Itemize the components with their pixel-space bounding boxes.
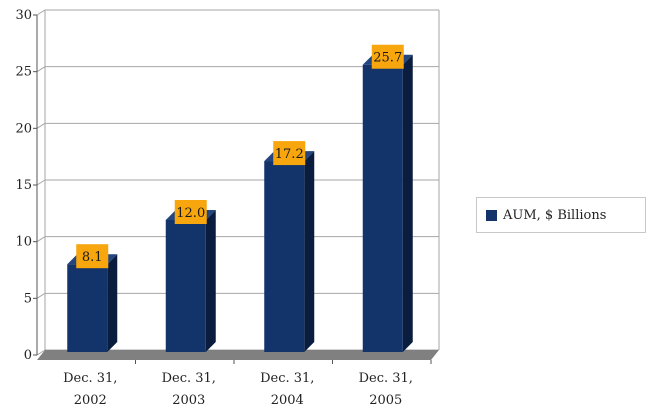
- y-tick-label: 25: [15, 65, 32, 80]
- x-tick-label: 2005: [369, 393, 402, 408]
- grid-connector: [36, 9, 46, 16]
- y-tick-label: 20: [15, 121, 32, 136]
- x-tick-label: 2004: [271, 393, 304, 408]
- x-tick-label: Dec. 31,: [260, 371, 314, 386]
- bar: [362, 64, 403, 352]
- x-tick-label: 2002: [74, 393, 107, 408]
- data-label-box: [273, 141, 306, 166]
- grid-connector: [36, 66, 46, 73]
- data-label: 25.7: [373, 51, 402, 66]
- bar-side: [107, 254, 118, 352]
- y-tick-label: 5: [24, 291, 32, 306]
- data-label: 8.1: [82, 250, 103, 265]
- x-tick-label: 2003: [172, 393, 205, 408]
- bar-side: [304, 151, 315, 352]
- y-tick-label: 0: [24, 348, 32, 363]
- legend-swatch: [486, 209, 497, 221]
- grid-connector: [36, 122, 46, 129]
- legend-label: AUM, $ Billions: [503, 207, 607, 223]
- data-label: 12.0: [176, 206, 205, 221]
- data-label: 17.2: [275, 147, 304, 162]
- chart-floor: [37, 350, 439, 360]
- y-tick-label: 30: [15, 8, 32, 23]
- bar: [264, 161, 305, 352]
- data-label-box: [174, 200, 207, 224]
- x-tick-label: Dec. 31,: [162, 371, 216, 386]
- x-tick-label: Dec. 31,: [359, 371, 413, 386]
- data-label-box: [76, 244, 109, 269]
- bar-side: [402, 54, 413, 352]
- bar-side: [205, 210, 216, 352]
- data-label-box: [371, 44, 404, 69]
- grid-connector: [36, 349, 46, 356]
- grid-connector: [36, 236, 46, 243]
- x-tick-label: Dec. 31,: [63, 371, 117, 386]
- grid-connector: [36, 179, 46, 186]
- y-tick-label: 10: [15, 235, 32, 250]
- legend: AUM, $ Billions: [476, 197, 646, 233]
- bar: [67, 264, 108, 352]
- grid-connector: [36, 292, 46, 299]
- bar: [165, 220, 206, 352]
- y-tick-label: 15: [15, 178, 32, 193]
